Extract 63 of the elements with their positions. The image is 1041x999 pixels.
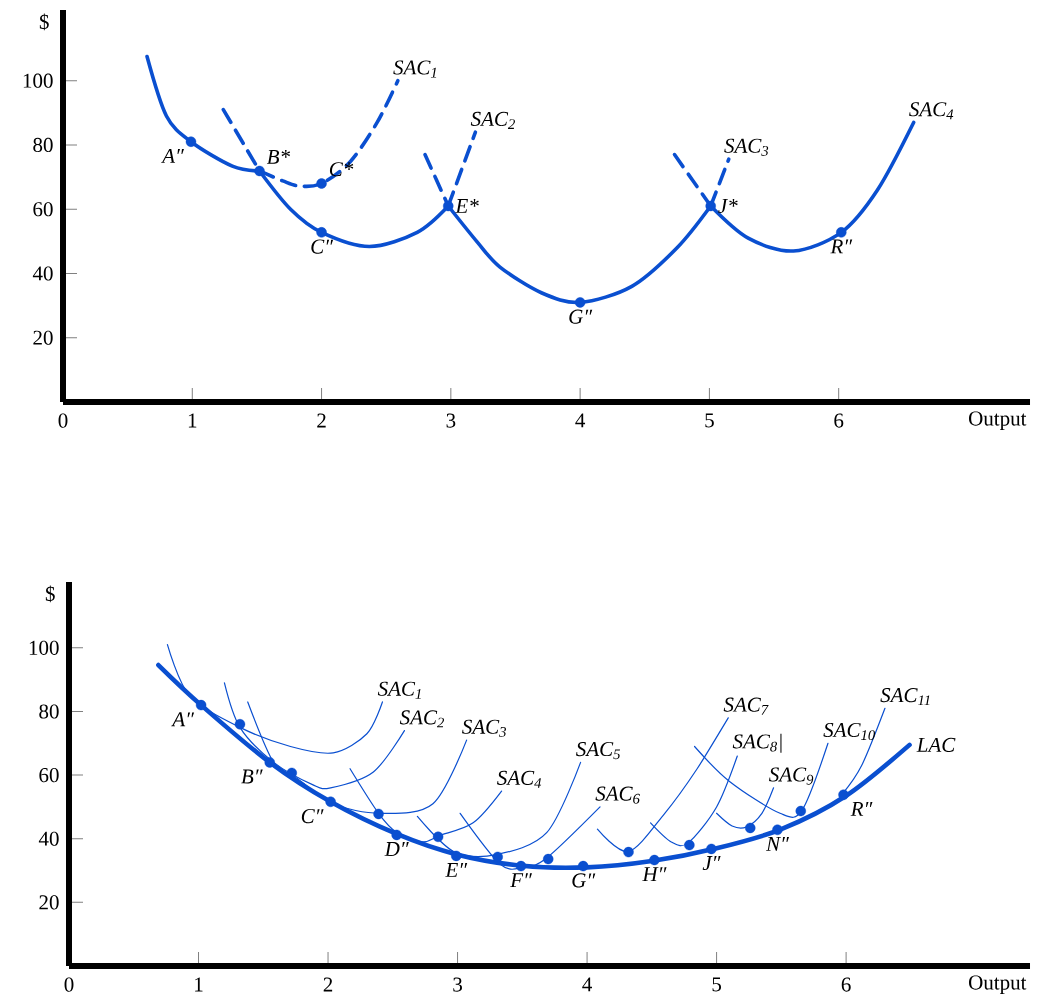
y-tick-label: 60 [39, 768, 59, 783]
annotation: R″ [850, 802, 873, 816]
series-label: SAC$_{6}$ [595, 786, 640, 804]
series-label: SAC$_{3}$ [462, 719, 506, 737]
x-tick-label: 0 [58, 413, 68, 428]
x-axis-title: Output [969, 975, 1027, 994]
annotation: G″ [572, 873, 596, 888]
x-tick-label: 1 [188, 413, 197, 428]
x-tick-label: 3 [453, 977, 462, 992]
series-label: SAC$_{2}$ [399, 710, 445, 728]
y-axis-title: $ [45, 585, 55, 603]
annotation: E″ [445, 863, 468, 877]
x-tick-label: 2 [323, 977, 333, 992]
series-label: SAC$_{1}$ [377, 681, 421, 699]
series-label: SAC$_{4}$ [497, 770, 542, 788]
annotation: B″ [241, 769, 263, 784]
annotation: J″ [702, 856, 721, 871]
y-tick-label: 20 [33, 330, 53, 345]
annotation: A″ [161, 148, 184, 163]
series-label: SAC$_{8}$| [732, 733, 782, 753]
annotation: E* [455, 199, 479, 213]
annotation: B* [266, 149, 291, 164]
annotation: G″ [569, 309, 593, 324]
series-label: SAC$_{10}$ [823, 722, 876, 741]
x-axis-title: Output [969, 411, 1027, 430]
y-tick-label: 100 [29, 640, 59, 655]
y-tick-label: 20 [39, 895, 59, 910]
annotation: N″ [765, 837, 790, 851]
series-label: SAC$_{2}$ [470, 111, 515, 129]
annotation: C″ [301, 809, 324, 824]
x-tick-label: 3 [446, 413, 456, 428]
series-label: SAC$_{7}$ [723, 697, 769, 715]
x-tick-label: 2 [317, 413, 326, 428]
annotation: D″ [384, 842, 409, 856]
annotation: H″ [642, 867, 667, 882]
annotation: C* [329, 162, 354, 177]
annotation: J* [718, 199, 738, 213]
y-axis-title: $ [39, 13, 49, 31]
series-label: SAC$_{9}$ [769, 767, 814, 785]
y-tick-label: 40 [38, 831, 59, 846]
x-tick-label: 6 [834, 413, 844, 428]
x-tick-label: 6 [841, 977, 851, 992]
series-label: SAC$_{5}$ [576, 742, 621, 760]
x-tick-label: 5 [712, 977, 722, 992]
series-label: LAC [916, 737, 956, 752]
series-label: SAC$_{4}$ [909, 102, 954, 120]
annotation: C″ [311, 239, 334, 254]
x-tick-label: 5 [705, 413, 714, 428]
annotation: F″ [510, 873, 532, 888]
x-tick-label: 0 [64, 977, 74, 992]
annotation: A″ [171, 712, 195, 727]
x-tick-label: 1 [195, 977, 203, 992]
x-tick-label: 4 [575, 413, 586, 428]
x-tick-label: 4 [582, 977, 592, 992]
annotation: R″ [830, 239, 853, 254]
y-tick-label: 80 [33, 137, 53, 153]
y-tick-label: 60 [33, 202, 53, 217]
series-label: SAC$_{1}$ [393, 60, 437, 78]
y-tick-label: 80 [39, 704, 59, 719]
y-tick-label: 100 [23, 73, 53, 88]
series-label: SAC$_{3}$ [724, 138, 769, 156]
y-tick-label: 40 [32, 266, 53, 281]
series-label: SAC$_{11}$ [880, 688, 930, 706]
